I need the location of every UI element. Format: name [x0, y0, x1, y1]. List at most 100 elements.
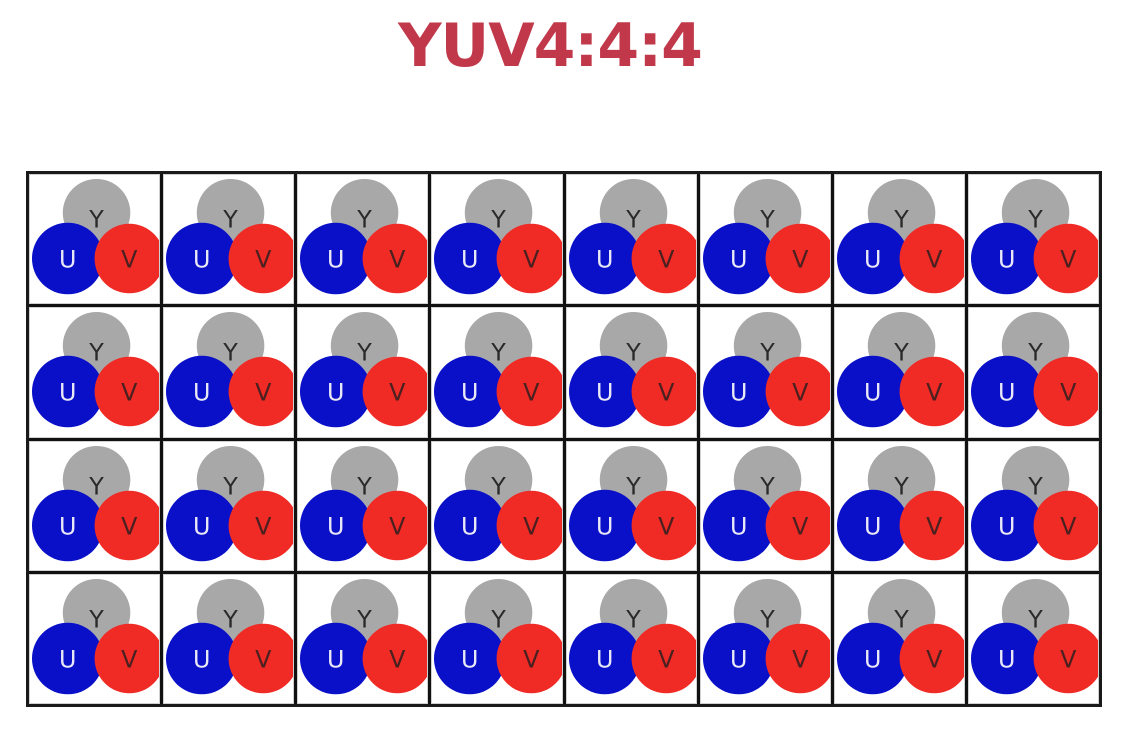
yuv-sample-group: YU V: [702, 178, 830, 295]
y-label: Y: [1027, 206, 1043, 234]
y-label: Y: [625, 206, 641, 234]
u-sample: [300, 355, 372, 428]
v-sample: [1033, 356, 1098, 427]
y-label: Y: [357, 472, 373, 500]
y-label: Y: [893, 206, 909, 234]
v-label: V: [121, 245, 138, 273]
y-label: Y: [222, 339, 238, 367]
yuv-sample-group: YU V: [31, 445, 160, 561]
u-label: U: [193, 379, 210, 407]
u-label: U: [461, 245, 478, 273]
u-label: U: [998, 645, 1015, 673]
yuv-sample-group: YU V: [434, 578, 562, 695]
yuv-sample-group: YU V: [166, 312, 294, 428]
u-sample: [970, 489, 1043, 561]
u-sample: [434, 489, 506, 561]
u-sample: [166, 355, 238, 428]
v-label: V: [658, 245, 675, 273]
u-label: U: [461, 645, 478, 673]
v-sample: [899, 356, 964, 427]
v-label: V: [524, 379, 541, 407]
v-label: V: [658, 379, 675, 407]
v-label: V: [389, 512, 406, 540]
u-label: U: [59, 245, 76, 273]
u-sample: [568, 489, 641, 561]
v-label: V: [792, 379, 809, 407]
y-label: Y: [491, 605, 507, 633]
y-label: Y: [357, 206, 373, 234]
yuv-sample-group: YU V: [836, 445, 964, 561]
u-label: U: [327, 645, 344, 673]
yuv-sample-group: YU V: [300, 178, 428, 295]
y-label: Y: [88, 605, 104, 633]
u-label: U: [730, 245, 747, 273]
y-label: Y: [759, 339, 775, 367]
v-label: V: [926, 245, 943, 273]
v-label: V: [524, 512, 541, 540]
yuv-sample-group: YU V: [970, 445, 1098, 561]
u-label: U: [327, 245, 344, 273]
u-sample: [836, 355, 909, 428]
v-sample: [631, 623, 696, 694]
y-label: Y: [222, 206, 238, 234]
v-sample: [496, 490, 562, 560]
v-label: V: [658, 512, 675, 540]
v-label: V: [1060, 645, 1077, 673]
u-sample: [434, 622, 506, 695]
u-label: U: [596, 245, 613, 273]
u-label: U: [998, 512, 1015, 540]
v-sample: [94, 623, 160, 694]
yuv-sample-group: YU V: [434, 178, 562, 295]
y-label: Y: [88, 206, 104, 234]
u-label: U: [193, 245, 210, 273]
u-label: U: [327, 512, 344, 540]
v-sample: [1033, 223, 1098, 294]
u-sample: [568, 222, 641, 295]
y-label: Y: [893, 605, 909, 633]
u-label: U: [59, 645, 76, 673]
y-label: Y: [893, 339, 909, 367]
y-label: Y: [1027, 339, 1043, 367]
yuv-sample-group: YU V: [166, 445, 294, 561]
u-sample: [568, 622, 641, 695]
u-label: U: [998, 245, 1015, 273]
v-label: V: [389, 379, 406, 407]
v-sample: [362, 490, 428, 560]
y-label: Y: [357, 339, 373, 367]
v-sample: [631, 490, 696, 560]
v-sample: [228, 623, 294, 694]
v-sample: [94, 356, 160, 427]
y-label: Y: [625, 339, 641, 367]
u-sample: [970, 622, 1043, 695]
v-label: V: [255, 379, 272, 407]
v-sample: [362, 356, 428, 427]
u-label: U: [193, 645, 210, 673]
yuv-sample-group: YU V: [166, 578, 294, 695]
v-sample: [496, 356, 562, 427]
y-label: Y: [88, 472, 104, 500]
u-label: U: [730, 379, 747, 407]
v-label: V: [255, 245, 272, 273]
u-label: U: [864, 379, 881, 407]
y-label: Y: [1027, 605, 1043, 633]
